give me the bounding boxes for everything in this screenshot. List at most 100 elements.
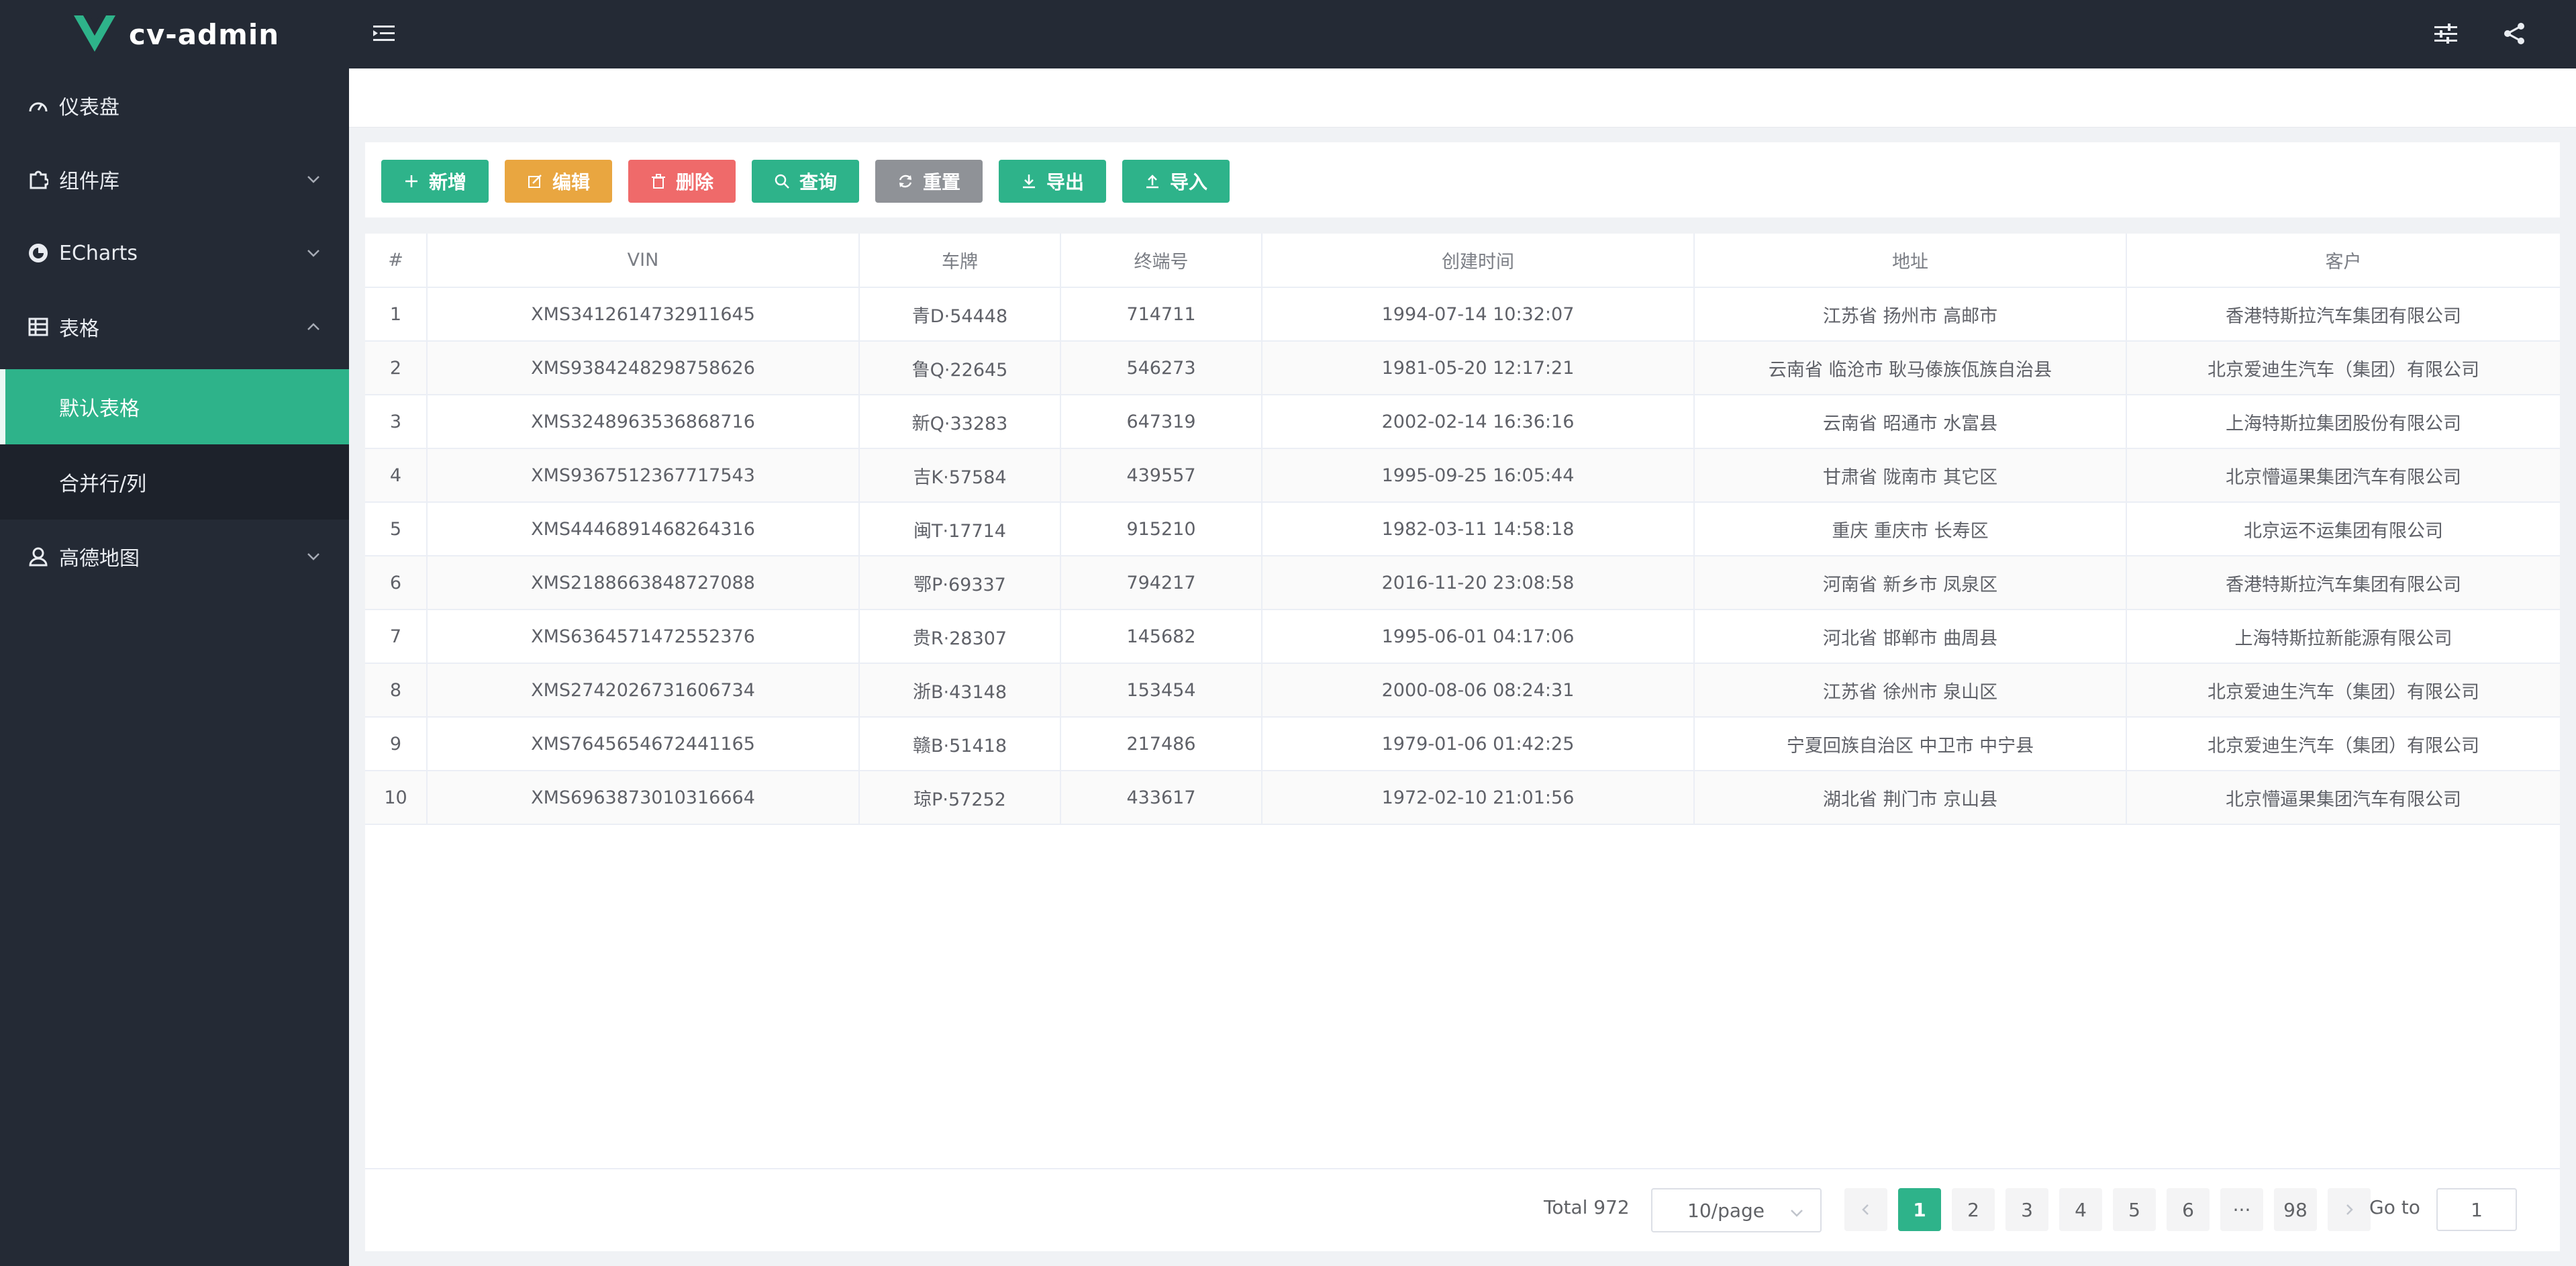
page-button-3[interactable]: 3 [2005, 1188, 2048, 1231]
goto-page-input[interactable] [2436, 1188, 2517, 1231]
table-cell: 6 [365, 556, 428, 610]
chevron-down-icon [305, 171, 322, 188]
app-logo[interactable]: cv-admin [74, 13, 279, 55]
dashboard-gauge-icon [27, 94, 50, 117]
table-cell: XMS2742026731606734 [427, 663, 860, 718]
column-header-address[interactable]: 地址 [1694, 234, 2127, 288]
table-cell: 吉K·57584 [859, 448, 1061, 503]
reset-button-label: 重置 [922, 171, 960, 193]
edit-button-label: 编辑 [552, 171, 590, 193]
app-title: cv-admin [129, 17, 280, 51]
hamburger-fold-icon[interactable] [372, 20, 396, 47]
table-cell: 2016-11-20 23:08:58 [1262, 556, 1695, 610]
table-cell: 河南省 新乡市 凤泉区 [1694, 556, 2127, 610]
table-cell: 9 [365, 717, 428, 771]
sidebar-item-tables[interactable]: 表格 [0, 290, 349, 364]
query-button[interactable]: 查询 [752, 160, 859, 203]
table-cell: 217486 [1060, 717, 1262, 771]
sidebar-subitem-merge-table[interactable]: 合并行/列 [0, 444, 349, 520]
table-cell: 江苏省 徐州市 泉山区 [1694, 663, 2127, 718]
table-cell: 北京运不运集团有限公司 [2126, 502, 2560, 556]
pagination: Total 972 10/page 1 2 3 4 5 6 ··· 98 Go … [365, 1168, 2560, 1251]
next-page-button[interactable] [2328, 1188, 2371, 1231]
table-header-row: # VIN 车牌 终端号 创建时间 地址 客户 [365, 234, 2560, 288]
table-cell: 714711 [1060, 287, 1262, 342]
edit-icon [527, 173, 543, 189]
pagination-total: Total 972 [1544, 1196, 1630, 1218]
prev-page-button[interactable] [1844, 1188, 1887, 1231]
share-icon[interactable] [2499, 19, 2529, 48]
table-row[interactable]: 7 XMS6364571472552376 贵R·28307 145682 1995-0… [365, 610, 2560, 664]
sidebar-item-label: 组件库 [59, 170, 119, 193]
table-cell: 青D·54448 [859, 287, 1061, 342]
sidebar-subitem-default-table[interactable]: 默认表格 [0, 369, 349, 444]
page-button-98[interactable]: 98 [2274, 1188, 2317, 1231]
page-button-2[interactable]: 2 [1952, 1188, 1995, 1231]
import-button[interactable]: 导入 [1122, 160, 1230, 203]
column-header-created[interactable]: 创建时间 [1262, 234, 1695, 288]
table-cell: 浙B·43148 [859, 663, 1061, 718]
table-cell: 赣B·51418 [859, 717, 1061, 771]
data-table: # VIN 车牌 终端号 创建时间 地址 客户 1 XMS341261473291… [365, 234, 2560, 825]
delete-button-label: 删除 [675, 171, 713, 193]
table-cell: 145682 [1060, 610, 1262, 664]
table-row[interactable]: 4 XMS9367512367717543 吉K·57584 439557 1995-0… [365, 448, 2560, 503]
page-button-1[interactable]: 1 [1898, 1188, 1941, 1231]
table-cell: 794217 [1060, 556, 1262, 610]
edit-button[interactable]: 编辑 [505, 160, 612, 203]
table-cell: 北京懵逼果集团汽车有限公司 [2126, 448, 2560, 503]
table-toolbar: 新增 编辑 删除 查询 重置 导出 导入 [365, 142, 2560, 217]
chevron-down-icon [305, 548, 322, 565]
column-header-customer[interactable]: 客户 [2126, 234, 2560, 288]
table-row[interactable]: 6 XMS2188663848727088 鄂P·69337 794217 2016-1… [365, 556, 2560, 610]
sidebar-item-components[interactable]: 组件库 [0, 142, 349, 216]
sidebar-item-amap[interactable]: 高德地图 [0, 520, 349, 593]
table-cell: 2002-02-14 16:36:16 [1262, 395, 1695, 449]
tags-view-bar [349, 68, 2576, 128]
sidebar-item-dashboard[interactable]: 仪表盘 [0, 68, 349, 142]
vue-logo-icon [74, 15, 115, 52]
page-button-6[interactable]: 6 [2167, 1188, 2210, 1231]
sidebar-item-echarts[interactable]: ECharts [0, 216, 349, 290]
sidebar-item-label: 表格 [59, 318, 99, 341]
delete-button[interactable]: 删除 [628, 160, 736, 203]
table-row[interactable]: 5 XMS4446891468264316 闽T·17714 915210 1982-0… [365, 502, 2560, 556]
table-cell: 546273 [1060, 341, 1262, 395]
table-row[interactable]: 9 XMS7645654672441165 赣B·51418 217486 1979-0… [365, 717, 2560, 771]
column-header-terminal[interactable]: 终端号 [1060, 234, 1262, 288]
page-size-value: 10/page [1687, 1199, 1765, 1222]
page-size-select[interactable]: 10/page [1651, 1188, 1822, 1232]
table-row[interactable]: 2 XMS9384248298758626 鲁Q·22645 546273 1981-0… [365, 341, 2560, 395]
table-row[interactable]: 1 XMS3412614732911645 青D·54448 714711 1994-0… [365, 287, 2560, 342]
page-button-4[interactable]: 4 [2059, 1188, 2102, 1231]
page-button-5[interactable]: 5 [2113, 1188, 2156, 1231]
table-row[interactable]: 3 XMS3248963536868716 新Q·33283 647319 2002-0… [365, 395, 2560, 449]
column-header-vin[interactable]: VIN [427, 234, 860, 288]
upload-icon [1144, 173, 1160, 189]
refresh-icon [897, 173, 913, 189]
add-button[interactable]: 新增 [381, 160, 489, 203]
table-cell: 4 [365, 448, 428, 503]
table-cell: 5 [365, 502, 428, 556]
table-cell: 上海特斯拉新能源有限公司 [2126, 610, 2560, 664]
table-cell: 647319 [1060, 395, 1262, 449]
table-cell: 湖北省 荆门市 京山县 [1694, 771, 2127, 825]
table-row[interactable]: 8 XMS2742026731606734 浙B·43148 153454 2000-0… [365, 663, 2560, 718]
chevron-right-icon [2344, 1199, 2355, 1221]
table-cell: 1972-02-10 21:01:56 [1262, 771, 1695, 825]
column-header-plate[interactable]: 车牌 [859, 234, 1061, 288]
data-table-card: # VIN 车牌 终端号 创建时间 地址 客户 1 XMS341261473291… [365, 234, 2560, 1251]
column-header-index[interactable]: # [365, 234, 428, 288]
sliders-icon[interactable] [2431, 19, 2461, 48]
reset-button[interactable]: 重置 [875, 160, 983, 203]
table-cell: 7 [365, 610, 428, 664]
table-cell: 1994-07-14 10:32:07 [1262, 287, 1695, 342]
table-row[interactable]: 10 XMS6963873010316664 琼P·57252 433617 1972-… [365, 771, 2560, 825]
trash-icon [650, 173, 666, 189]
table-cell: 江苏省 扬州市 高邮市 [1694, 287, 2127, 342]
table-cell: 香港特斯拉汽车集团有限公司 [2126, 287, 2560, 342]
export-button-label: 导出 [1046, 171, 1084, 193]
page-ellipsis-button[interactable]: ··· [2220, 1188, 2263, 1231]
export-button[interactable]: 导出 [999, 160, 1106, 203]
sidebar-item-label: 高德地图 [59, 547, 140, 571]
